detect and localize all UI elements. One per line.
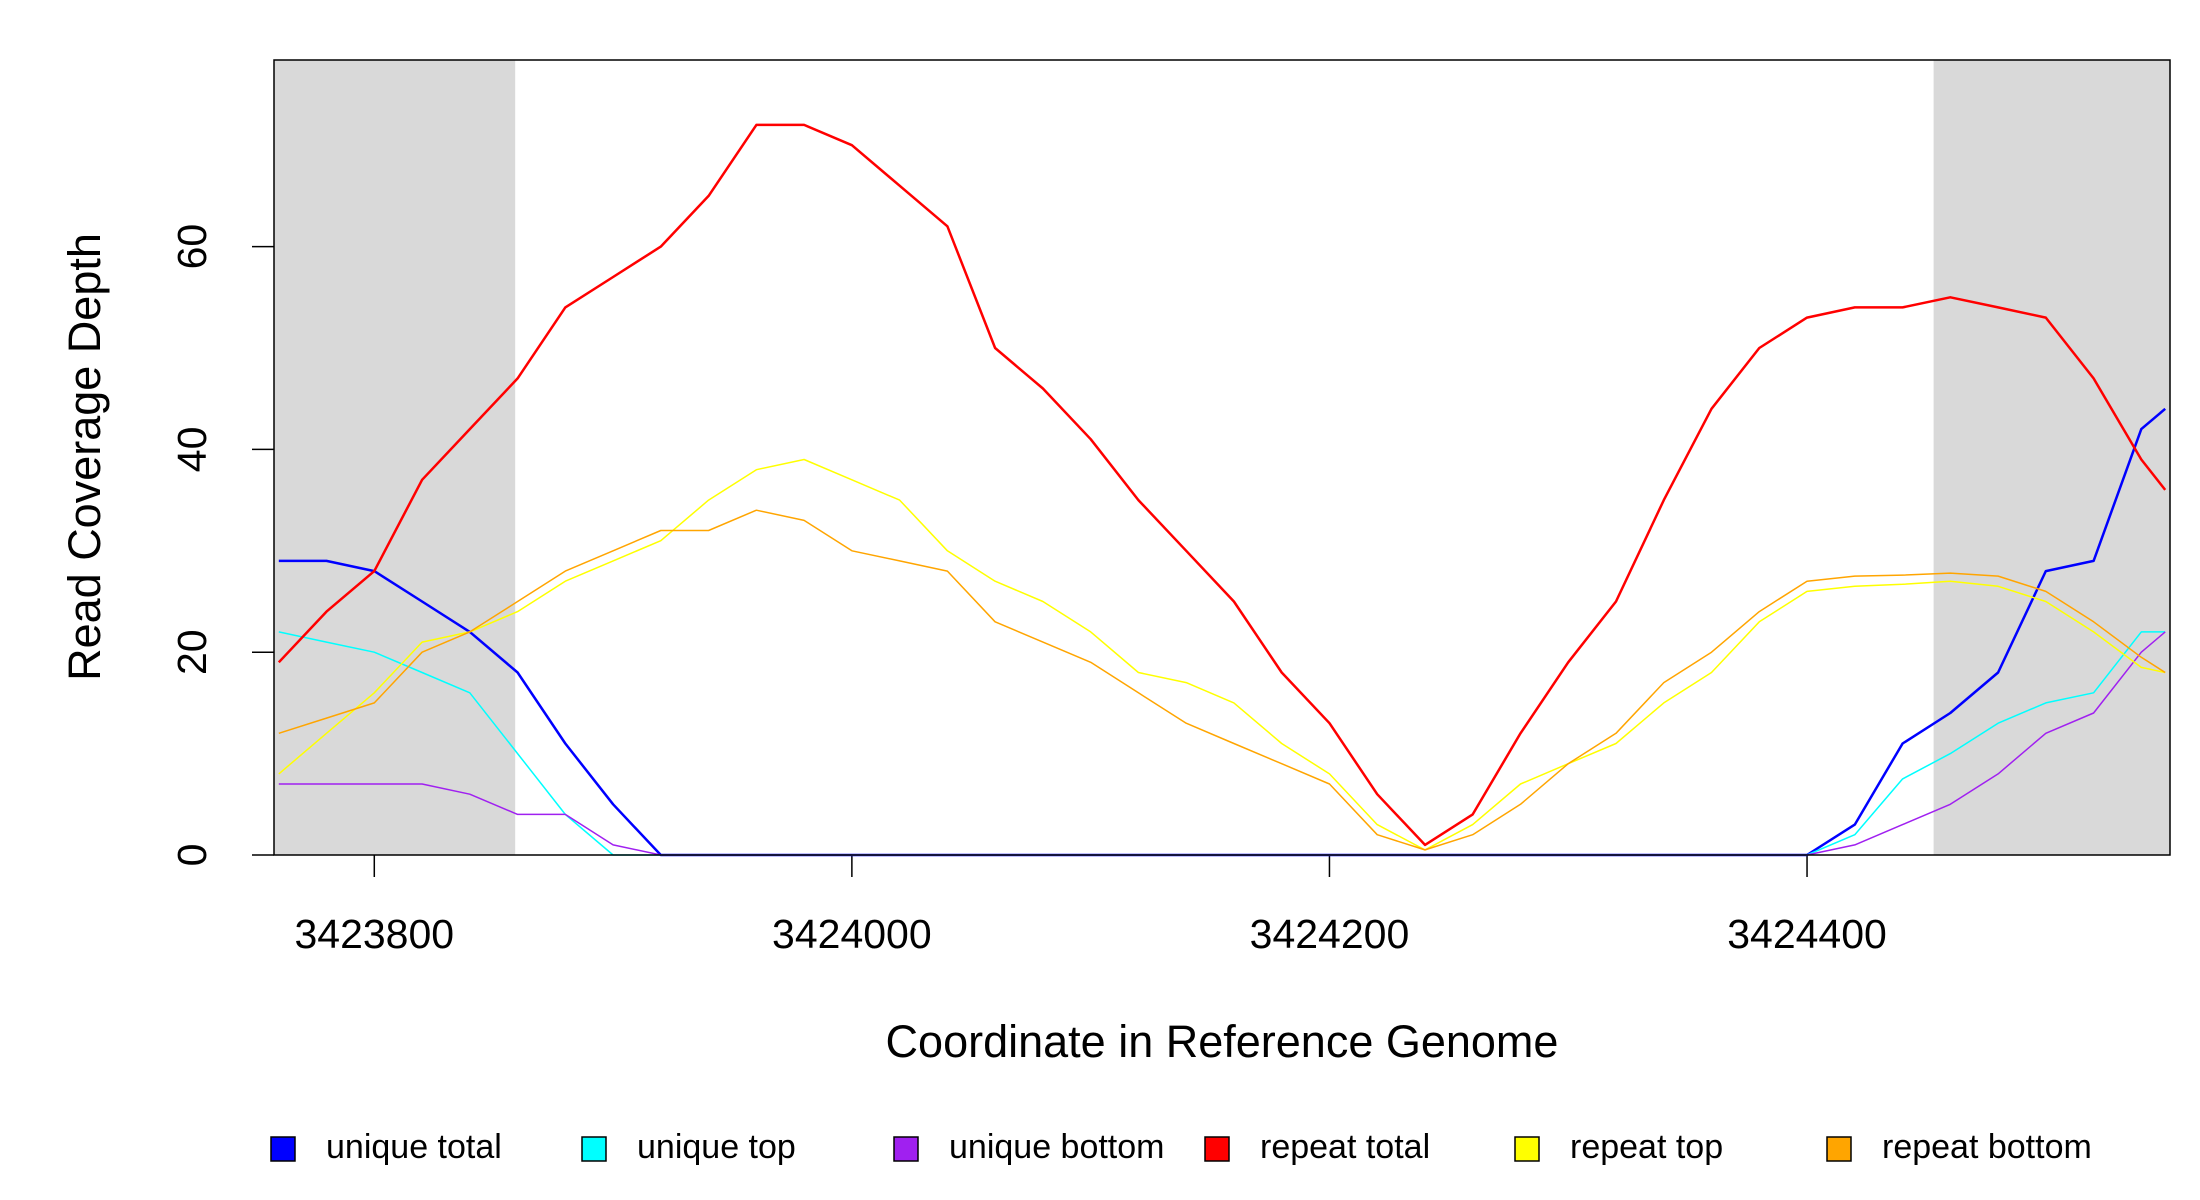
x-tick-label: 3424400 bbox=[1727, 911, 1887, 957]
series-line bbox=[278, 458, 2166, 851]
series-line bbox=[278, 631, 2166, 856]
series-line bbox=[278, 509, 2166, 851]
shaded-region bbox=[1933, 60, 2170, 855]
legend-label: unique top bbox=[637, 1128, 796, 1166]
y-tick-label: 0 bbox=[169, 844, 215, 867]
series-line bbox=[277, 123, 2167, 847]
y-tick-label: 60 bbox=[169, 224, 215, 270]
legend-swatch bbox=[1204, 1136, 1230, 1162]
legend-swatch bbox=[893, 1136, 919, 1162]
x-tick-label: 3424200 bbox=[1250, 911, 1410, 957]
x-axis-title: Coordinate in Reference Genome bbox=[886, 1016, 1559, 1067]
x-tick-label: 3424000 bbox=[772, 911, 932, 957]
y-tick-label: 20 bbox=[169, 629, 215, 675]
legend-label: repeat bottom bbox=[1882, 1128, 2092, 1166]
y-axis-title: Read Coverage Depth bbox=[59, 233, 110, 681]
series-line bbox=[278, 407, 2167, 857]
legend-swatch bbox=[270, 1136, 296, 1162]
legend-swatch bbox=[1826, 1136, 1852, 1162]
x-tick-label: 3423800 bbox=[294, 911, 454, 957]
legend-label: repeat top bbox=[1570, 1128, 1723, 1166]
series-line bbox=[278, 631, 2166, 856]
shaded-region bbox=[274, 60, 516, 855]
legend-swatch bbox=[581, 1136, 607, 1162]
legend-label: unique bottom bbox=[949, 1128, 1165, 1166]
y-tick-label: 40 bbox=[169, 427, 215, 473]
plot-frame bbox=[273, 59, 2171, 856]
legend-label: unique total bbox=[326, 1128, 502, 1166]
legend-label: repeat total bbox=[1260, 1128, 1430, 1166]
legend-swatch bbox=[1514, 1136, 1540, 1162]
